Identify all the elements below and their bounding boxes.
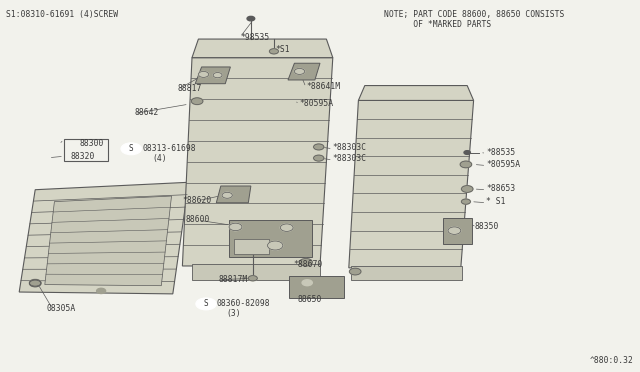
Text: *88641M: *88641M	[306, 82, 340, 91]
Polygon shape	[351, 266, 462, 280]
Text: *88620: *88620	[182, 196, 212, 205]
Polygon shape	[182, 58, 333, 266]
Polygon shape	[45, 196, 172, 286]
Text: 08313-61698: 08313-61698	[142, 144, 196, 153]
Polygon shape	[216, 186, 251, 203]
Text: *80595A: *80595A	[300, 99, 333, 108]
Circle shape	[269, 49, 278, 54]
Circle shape	[464, 151, 470, 154]
Text: 88600: 88600	[186, 215, 210, 224]
Polygon shape	[229, 220, 312, 257]
Text: S: S	[204, 299, 209, 308]
Circle shape	[448, 227, 461, 234]
Text: 08360-82098: 08360-82098	[216, 299, 270, 308]
Text: 88300: 88300	[80, 139, 104, 148]
Text: * S1: * S1	[486, 198, 506, 206]
Circle shape	[302, 280, 312, 286]
Text: 88817: 88817	[178, 84, 202, 93]
Text: *88653: *88653	[486, 185, 516, 193]
Circle shape	[191, 98, 203, 105]
Circle shape	[121, 143, 141, 155]
Polygon shape	[192, 264, 320, 280]
Circle shape	[314, 144, 324, 150]
Polygon shape	[349, 100, 474, 268]
Circle shape	[280, 224, 293, 231]
Text: *88303C: *88303C	[333, 154, 367, 163]
Text: *80595A: *80595A	[486, 160, 520, 169]
Circle shape	[461, 199, 470, 204]
Text: (4): (4)	[152, 154, 167, 163]
Text: S: S	[129, 144, 134, 153]
Circle shape	[222, 192, 232, 198]
Circle shape	[29, 280, 41, 287]
Text: OF *MARKED PARTS: OF *MARKED PARTS	[384, 20, 492, 29]
Circle shape	[196, 298, 216, 310]
Polygon shape	[443, 218, 472, 244]
Text: 88817M: 88817M	[219, 275, 248, 283]
Text: S1:08310-61691 (4)SCREW: S1:08310-61691 (4)SCREW	[6, 10, 118, 19]
Circle shape	[247, 16, 255, 21]
Text: ^880:0.32: ^880:0.32	[589, 356, 634, 365]
Text: 88650: 88650	[298, 295, 322, 304]
Text: 88320: 88320	[70, 153, 95, 161]
Circle shape	[294, 68, 305, 74]
Circle shape	[213, 73, 222, 78]
Text: NOTE; PART CODE 88600, 88650 CONSISTS: NOTE; PART CODE 88600, 88650 CONSISTS	[384, 10, 564, 19]
Text: 88642: 88642	[134, 108, 159, 117]
Circle shape	[268, 241, 283, 250]
Text: 08305A: 08305A	[46, 304, 76, 312]
Circle shape	[97, 288, 106, 294]
Text: *88670: *88670	[293, 260, 323, 269]
Text: *88303C: *88303C	[333, 143, 367, 152]
Circle shape	[460, 161, 472, 168]
Circle shape	[461, 186, 473, 192]
Circle shape	[248, 276, 257, 281]
Bar	[234, 239, 269, 254]
Polygon shape	[288, 63, 320, 80]
Circle shape	[29, 279, 41, 286]
Bar	[64, 139, 108, 161]
Circle shape	[349, 268, 361, 275]
Circle shape	[300, 259, 312, 266]
Text: (3): (3)	[227, 309, 241, 318]
Text: 88350: 88350	[475, 222, 499, 231]
Polygon shape	[289, 276, 344, 298]
Polygon shape	[19, 182, 189, 294]
Circle shape	[198, 71, 209, 77]
Text: *88535: *88535	[486, 148, 516, 157]
Circle shape	[314, 155, 324, 161]
Polygon shape	[192, 39, 333, 58]
Polygon shape	[358, 86, 474, 100]
Text: *98535: *98535	[240, 33, 269, 42]
Circle shape	[229, 223, 242, 231]
Polygon shape	[195, 67, 230, 84]
Text: *S1: *S1	[275, 45, 290, 54]
